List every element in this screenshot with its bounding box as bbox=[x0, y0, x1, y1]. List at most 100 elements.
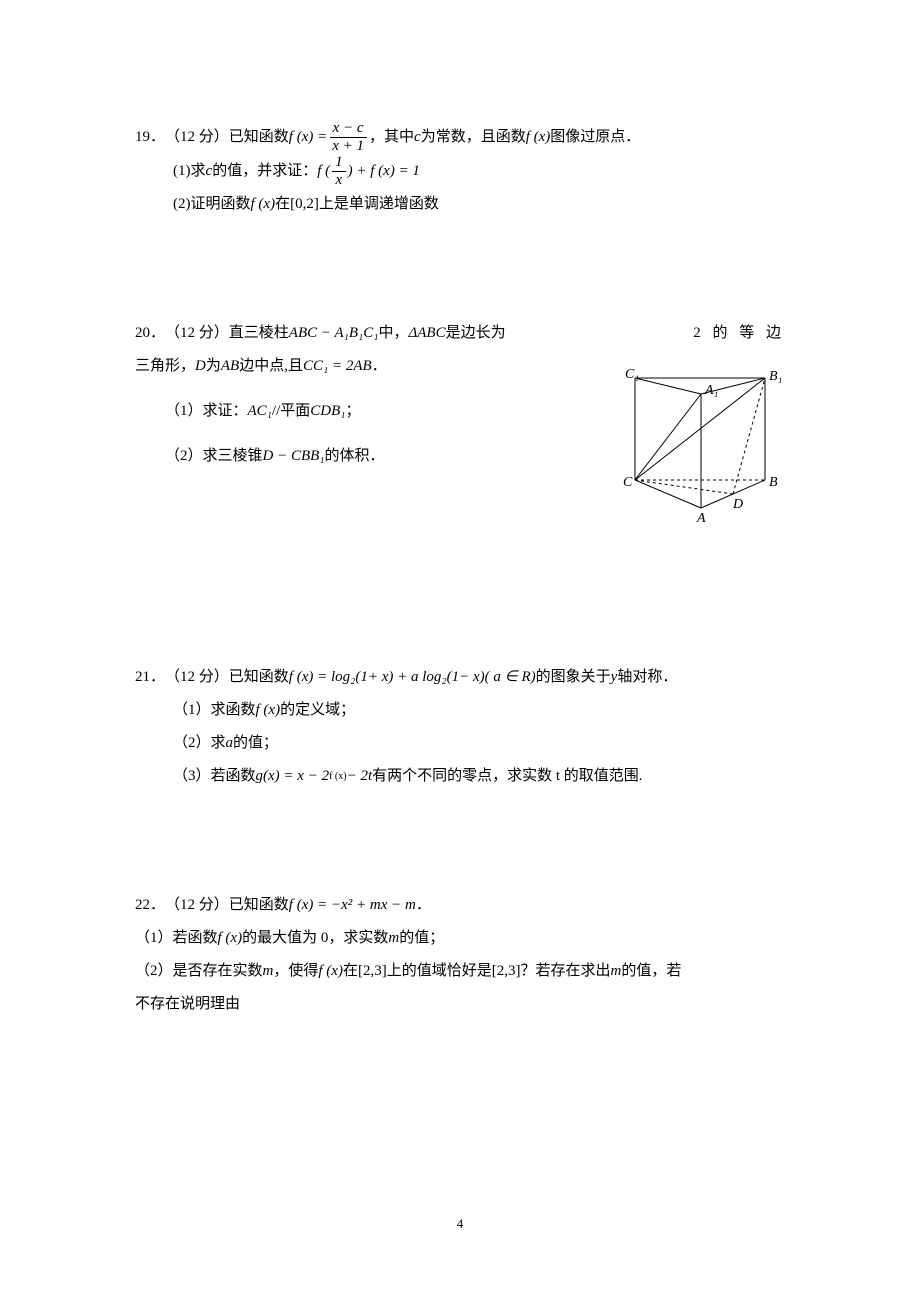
p21-part3: （3）若函数 g(x) = x − 2f (x) − 2t 有两个不同的零点，求… bbox=[135, 760, 785, 793]
p22-points: （12 分） bbox=[165, 889, 229, 922]
problem-21: 21． （12 分） 已知函数 f (x) = log₂(1+ x) + a l… bbox=[135, 661, 785, 793]
math: ΔABC bbox=[408, 317, 445, 350]
text: 在[0,2]上是单调递增函数 bbox=[275, 188, 439, 221]
text: （2）求 bbox=[173, 727, 226, 760]
text: 平面 bbox=[280, 395, 310, 428]
p21-num: 21． bbox=[135, 661, 165, 694]
label: (2) bbox=[173, 188, 191, 221]
text: 的值，并求证： bbox=[212, 155, 317, 188]
text: 的图象关于 bbox=[536, 661, 611, 694]
math: D bbox=[195, 350, 206, 383]
math: m bbox=[388, 922, 399, 955]
text: （3）若函数 bbox=[173, 760, 256, 793]
label-B: B bbox=[769, 475, 778, 490]
math: m bbox=[263, 955, 274, 988]
math: ) + f (x) = 1 bbox=[348, 155, 420, 188]
p19-head: 19． （12 分） 已知函数 f (x) = x − c x + 1 ，其中 … bbox=[135, 120, 785, 154]
math: a bbox=[226, 727, 234, 760]
text: ； bbox=[345, 395, 360, 428]
p20-num: 20． bbox=[135, 317, 165, 350]
text: （1）若函数 bbox=[135, 922, 218, 955]
text: 已知函数 bbox=[229, 889, 289, 922]
text: 不存在说明理由 bbox=[135, 988, 240, 1021]
math: AC₁ bbox=[248, 395, 272, 428]
p22-num: 22． bbox=[135, 889, 165, 922]
text: 是边长为 bbox=[446, 317, 506, 350]
p22-head: 22． （12 分） 已知函数 f (x) = −x² + mx − m ． bbox=[135, 889, 785, 922]
label-A: A bbox=[696, 511, 706, 526]
text: 轴对称． bbox=[617, 661, 677, 694]
text: 有两个不同的零点，求实数 t 的取值范围. bbox=[372, 760, 642, 793]
math: c bbox=[206, 155, 213, 188]
p22-part2-line2: 不存在说明理由 bbox=[135, 988, 785, 1021]
label-C: C bbox=[623, 475, 633, 490]
p19-part2: (2) 证明函数 f (x) 在[0,2]上是单调递增函数 bbox=[135, 188, 785, 221]
p19-part1: (1) 求 c 的值，并求证： f ( 1 x ) + f (x) = 1 bbox=[135, 154, 785, 188]
math: f ( bbox=[317, 155, 330, 188]
math: f (x) bbox=[256, 694, 281, 727]
text: 的体积． bbox=[325, 440, 385, 473]
problem-22: 22． （12 分） 已知函数 f (x) = −x² + mx − m ． （… bbox=[135, 889, 785, 1021]
fraction: 1 x bbox=[332, 154, 346, 188]
text: // bbox=[272, 395, 280, 428]
p20-head-right: 2 的 等 边 bbox=[693, 317, 785, 350]
text: （1）求证： bbox=[165, 395, 248, 428]
text: 的最大值为 0，求实数 bbox=[242, 922, 388, 955]
math: CDB₁ bbox=[310, 395, 345, 428]
text: ，其中 bbox=[369, 121, 414, 154]
label: (1) bbox=[173, 155, 191, 188]
text: （2）求三棱锥 bbox=[165, 440, 263, 473]
problem-19: 19． （12 分） 已知函数 f (x) = x − c x + 1 ，其中 … bbox=[135, 120, 785, 221]
math: − 2t bbox=[347, 760, 373, 793]
text: ． bbox=[372, 350, 387, 383]
text: （1）求函数 bbox=[173, 694, 256, 727]
text: 已知函数 bbox=[229, 661, 289, 694]
p19-points: （12 分） bbox=[165, 121, 229, 154]
text: 的定义域； bbox=[280, 694, 355, 727]
text: [2,3] bbox=[358, 955, 387, 988]
p20-head-left: 20． （12 分） 直三棱柱 ABC − A₁B₁C₁ 中， ΔABC 是边长… bbox=[135, 317, 506, 350]
math: ABC − A₁B₁C₁ bbox=[289, 317, 379, 350]
p21-part2: （2）求 a 的值； bbox=[135, 727, 785, 760]
p19-num: 19． bbox=[135, 121, 165, 154]
p20-points: （12 分） bbox=[165, 317, 229, 350]
denominator: x + 1 bbox=[329, 138, 367, 155]
p21-points: （12 分） bbox=[165, 661, 229, 694]
text: 的值； bbox=[233, 727, 278, 760]
numerator: x − c bbox=[330, 120, 367, 138]
text: [2,3] bbox=[492, 955, 521, 988]
text: 求 bbox=[191, 155, 206, 188]
p20-head-row: 20． （12 分） 直三棱柱 ABC − A₁B₁C₁ 中， ΔABC 是边长… bbox=[135, 317, 785, 350]
text: 边中点,且 bbox=[239, 350, 303, 383]
math: y bbox=[611, 661, 618, 694]
label-B1: B₁ bbox=[769, 369, 782, 384]
text: 直三棱柱 bbox=[229, 317, 289, 350]
numerator: 1 bbox=[332, 154, 346, 172]
math: f (x) = −x² + mx − m bbox=[289, 889, 416, 922]
p22-part1: （1）若函数 f (x) 的最大值为 0，求实数 m 的值； bbox=[135, 922, 785, 955]
math: f (x) bbox=[218, 922, 243, 955]
page-number: 4 bbox=[0, 1216, 920, 1232]
math: f (x) = bbox=[289, 121, 327, 154]
denominator: x bbox=[333, 172, 346, 189]
text: （2）是否存在实数 bbox=[135, 955, 263, 988]
text: ． bbox=[416, 889, 431, 922]
text: 证明函数 bbox=[191, 188, 251, 221]
label-C1: C₁ bbox=[625, 367, 639, 382]
math: D − CBB₁ bbox=[263, 440, 325, 473]
math: m bbox=[611, 955, 622, 988]
p21-head: 21． （12 分） 已知函数 f (x) = log₂(1+ x) + a l… bbox=[135, 661, 785, 694]
p21-part1: （1）求函数 f (x) 的定义域； bbox=[135, 694, 785, 727]
text: ？若存在求出 bbox=[520, 955, 610, 988]
p22-part2-line1: （2）是否存在实数 m ，使得 f (x) 在 [2,3] 上的值域恰好是 [2… bbox=[135, 955, 785, 988]
text: 上的值域恰好是 bbox=[387, 955, 492, 988]
text: 图像过原点． bbox=[550, 121, 640, 154]
math: g(x) = x − 2 bbox=[256, 760, 330, 793]
prism-diagram: C₁ A₁ B₁ C A B D bbox=[615, 360, 785, 530]
text: 中， bbox=[378, 317, 408, 350]
math: f (x) bbox=[526, 121, 551, 154]
fraction: x − c x + 1 bbox=[329, 120, 367, 154]
text: 已知函数 bbox=[229, 121, 289, 154]
math: AB bbox=[221, 350, 239, 383]
math: f (x) bbox=[318, 955, 343, 988]
